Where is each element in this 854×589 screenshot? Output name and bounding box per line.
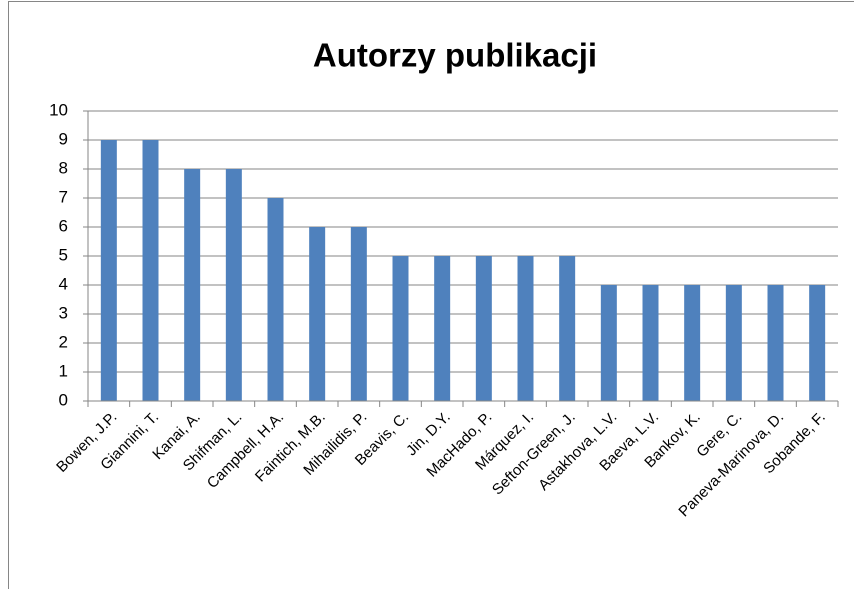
y-tick-label: 1 [59, 361, 68, 380]
bar [767, 285, 784, 401]
bar [475, 256, 492, 401]
chart-title: Autorzy publikacji [313, 37, 597, 74]
y-tick-label: 0 [59, 390, 68, 409]
y-tick-label: 2 [59, 332, 68, 351]
bar [225, 169, 242, 401]
bar [517, 256, 534, 401]
bar [142, 140, 159, 401]
bar [559, 256, 576, 401]
y-tick-label: 8 [59, 158, 68, 177]
y-tick-label: 10 [49, 100, 68, 119]
y-tick-label: 7 [59, 187, 68, 206]
y-tick-label: 4 [59, 274, 68, 293]
bar [642, 285, 659, 401]
y-tick-label: 9 [59, 129, 68, 148]
bar [684, 285, 701, 401]
bar [184, 169, 201, 401]
bar [809, 285, 826, 401]
y-tick-label: 6 [59, 216, 68, 235]
bar [725, 285, 742, 401]
y-tick-label: 3 [59, 303, 68, 322]
bar [392, 256, 409, 401]
bar [267, 198, 284, 401]
bar [434, 256, 451, 401]
bar [309, 227, 326, 401]
bar [350, 227, 367, 401]
bar [600, 285, 617, 401]
bar [100, 140, 117, 401]
y-tick-label: 5 [59, 245, 68, 264]
